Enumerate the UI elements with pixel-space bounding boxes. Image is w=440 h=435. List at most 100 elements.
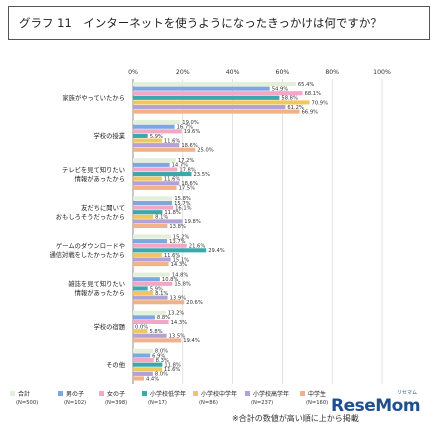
legend-sublabel: (N=102) <box>64 400 86 406</box>
legend-sublabel: (N=237) <box>251 400 273 406</box>
x-tick-label: 20% <box>176 69 190 76</box>
data-label: 21.6% <box>189 244 206 250</box>
bar <box>133 277 160 282</box>
bar <box>133 181 180 186</box>
footnote: ※合計の数値が高い順に上から掲載 <box>232 414 359 423</box>
bar <box>133 243 187 248</box>
legend-swatch <box>193 391 198 396</box>
brand-subtitle: リセマム <box>397 390 418 396</box>
bar <box>133 281 173 286</box>
bar <box>133 162 170 167</box>
legend-label: 小学校高学年 <box>253 390 289 398</box>
data-label: 15.1% <box>173 257 190 263</box>
data-label: 68.1% <box>305 91 322 97</box>
data-label: 11.6% <box>164 177 181 183</box>
bar <box>133 333 167 338</box>
data-label: 14.8% <box>172 272 189 278</box>
category-label: おもしろそうだったから <box>56 213 125 221</box>
bar <box>133 367 162 372</box>
bar <box>133 257 171 262</box>
bar <box>133 104 286 110</box>
chart-title: グラフ 11 インターネットを使うようになったきっかけは何ですか？ <box>19 16 382 30</box>
category-label: 家族がやっていたから <box>62 93 125 102</box>
bar <box>133 210 163 215</box>
data-label: 23.5% <box>194 172 211 178</box>
bar <box>133 129 182 134</box>
data-label: 61.2% <box>287 105 304 111</box>
x-tick-label: 0% <box>128 69 138 76</box>
legend-sublabel: (N=500) <box>16 400 38 406</box>
bar <box>133 167 178 172</box>
bar <box>133 371 153 376</box>
category-label: ゲームのダウンロードや <box>56 241 125 250</box>
data-label: 17.8% <box>179 167 196 173</box>
bar <box>133 362 163 367</box>
bar <box>133 133 148 138</box>
bar <box>133 300 185 305</box>
x-tick-label: 80% <box>325 69 339 76</box>
data-label: 15.8% <box>174 196 191 202</box>
bar <box>133 310 166 315</box>
bar <box>133 200 173 206</box>
data-label: 0.0% <box>135 324 148 330</box>
data-label: 20.6% <box>186 300 203 306</box>
bar <box>133 272 170 277</box>
x-tick-label: 40% <box>226 69 240 76</box>
legend-label: 小学校中学年 <box>201 390 237 398</box>
bar <box>133 109 300 114</box>
bar <box>133 219 183 224</box>
category-label: 友だちに聞いて <box>81 203 125 212</box>
data-label: 19.8% <box>184 219 201 225</box>
data-label: 16.7% <box>177 125 194 131</box>
data-label: 4.4% <box>146 376 159 382</box>
x-tick-label: 60% <box>276 69 290 76</box>
bar <box>133 138 162 143</box>
data-label: 15.2% <box>173 234 190 240</box>
data-label: 18.6% <box>181 181 198 187</box>
data-label: 13.8% <box>169 224 186 230</box>
legend-swatch <box>10 391 15 396</box>
data-label: 70.9% <box>312 100 329 106</box>
bar <box>133 176 162 181</box>
data-label: 13.7% <box>169 239 186 245</box>
legend-label: 中学生 <box>308 390 326 398</box>
data-label: 15.7% <box>174 201 191 207</box>
data-label: 6.9% <box>152 353 165 359</box>
legend-label: 男の子 <box>66 391 84 398</box>
data-label: 5.9% <box>150 134 163 140</box>
data-label: 65.4% <box>298 82 315 88</box>
bar <box>133 295 168 300</box>
bar <box>133 329 148 334</box>
category-label: 学校の宿題 <box>94 322 126 331</box>
data-label: 19.6% <box>184 129 201 135</box>
legend-swatch <box>142 391 147 396</box>
bar <box>133 353 151 358</box>
bar <box>133 143 180 148</box>
data-label: 8.8% <box>157 315 170 321</box>
legend-swatch <box>245 391 250 396</box>
bar <box>133 196 173 201</box>
bar <box>133 248 207 253</box>
data-label: 54.9% <box>272 86 289 92</box>
data-label: 8.0% <box>155 372 168 378</box>
bar <box>133 147 196 152</box>
legend-sublabel: (N=160) <box>306 400 328 406</box>
data-label: 13.2% <box>168 311 185 317</box>
data-label: 5.8% <box>149 329 162 335</box>
bar <box>133 158 176 163</box>
data-label: 17.2% <box>178 158 195 164</box>
bar <box>133 252 162 257</box>
legend-label: 合計 <box>18 390 30 398</box>
category-label: その他 <box>106 360 126 369</box>
data-label: 13.9% <box>170 295 187 301</box>
data-label: 18.6% <box>181 143 198 149</box>
bar <box>133 124 175 129</box>
bar <box>133 290 154 296</box>
data-label: 17.5% <box>179 186 196 192</box>
data-label: 13.5% <box>169 334 186 340</box>
legend-label: 小学校低学年 <box>150 390 186 398</box>
legend-sublabel: (N=398) <box>105 400 127 406</box>
category-label: 学校の授業 <box>94 131 126 140</box>
category-label: 情報があったから <box>75 288 125 297</box>
legend-swatch <box>300 391 305 396</box>
